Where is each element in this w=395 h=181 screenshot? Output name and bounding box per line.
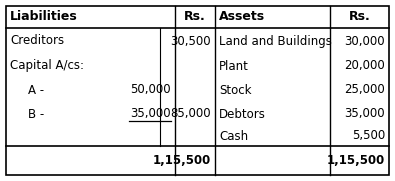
Text: 35,000: 35,000 (344, 108, 385, 121)
Text: Capital A/cs:: Capital A/cs: (10, 60, 84, 73)
Text: 85,000: 85,000 (170, 108, 211, 121)
Text: Rs.: Rs. (349, 10, 371, 24)
Text: Rs.: Rs. (184, 10, 206, 24)
Text: Cash: Cash (219, 129, 248, 142)
Text: 20,000: 20,000 (344, 60, 385, 73)
Text: B -: B - (28, 108, 44, 121)
Text: 25,000: 25,000 (344, 83, 385, 96)
Text: 1,15,500: 1,15,500 (153, 154, 211, 167)
Text: Debtors: Debtors (219, 108, 266, 121)
Text: Creditors: Creditors (10, 35, 64, 47)
Text: 30,500: 30,500 (170, 35, 211, 47)
Text: 5,500: 5,500 (352, 129, 385, 142)
Text: Plant: Plant (219, 60, 249, 73)
Text: 35,000: 35,000 (130, 108, 171, 121)
Text: Assets: Assets (219, 10, 265, 24)
Text: Stock: Stock (219, 83, 252, 96)
Text: 1,15,500: 1,15,500 (327, 154, 385, 167)
Text: A -: A - (28, 83, 44, 96)
Text: 30,000: 30,000 (344, 35, 385, 47)
Text: Land and Buildings: Land and Buildings (219, 35, 332, 47)
Text: Liabilities: Liabilities (10, 10, 78, 24)
Text: 50,000: 50,000 (130, 83, 171, 96)
